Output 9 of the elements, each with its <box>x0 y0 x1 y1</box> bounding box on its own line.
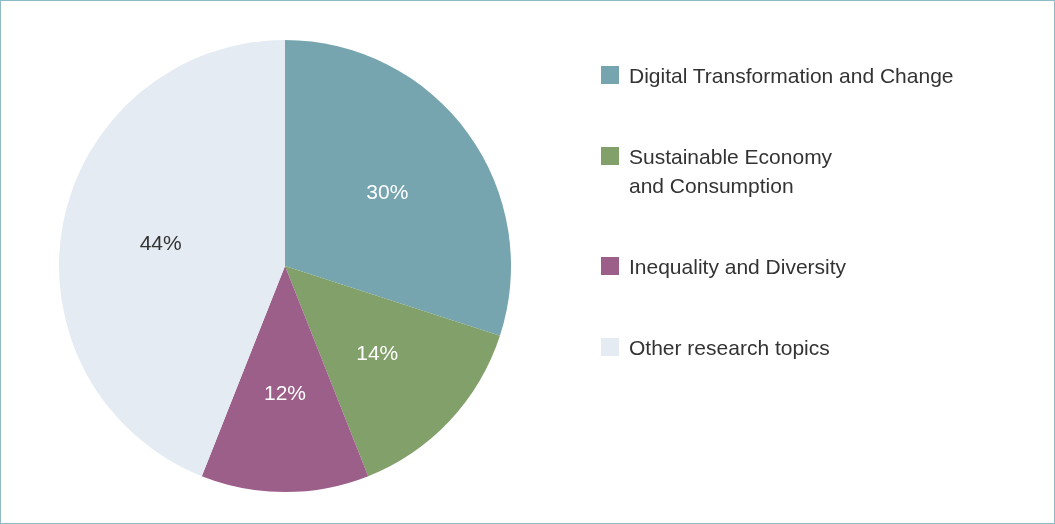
data-label: 12% <box>263 381 307 405</box>
data-label: 44% <box>139 230 182 254</box>
legend-label: Digital Transformation and Change <box>629 63 954 89</box>
pie-slice <box>285 40 511 336</box>
legend-label: Inequality and Diversity <box>629 254 847 280</box>
legend-label: Other research topics <box>629 335 830 361</box>
legend-label: Sustainable Economy and Consumption <box>629 144 833 199</box>
data-label: 30% <box>366 180 409 204</box>
data-label: 14% <box>356 341 399 365</box>
